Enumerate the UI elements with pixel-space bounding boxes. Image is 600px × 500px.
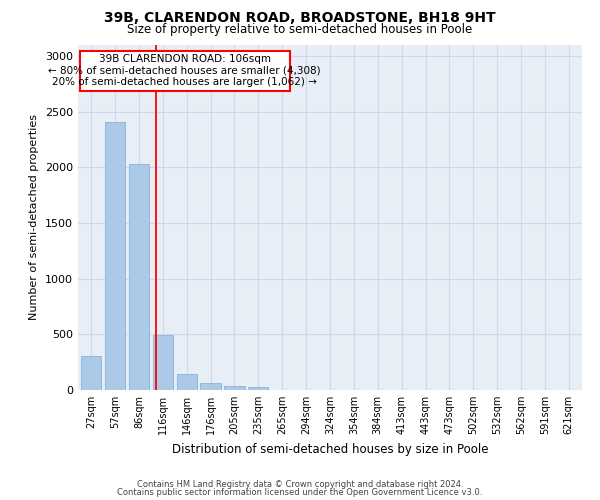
Bar (248, 386, 268, 390)
FancyBboxPatch shape (80, 50, 290, 90)
Bar (105, 122, 125, 390)
Bar (152, 335, 173, 390)
Text: Contains HM Land Registry data © Crown copyright and database right 2024.: Contains HM Land Registry data © Crown c… (137, 480, 463, 489)
Bar (129, 164, 149, 390)
Text: 39B CLARENDON ROAD: 106sqm: 39B CLARENDON ROAD: 106sqm (99, 54, 271, 64)
Bar (224, 386, 245, 390)
X-axis label: Distribution of semi-detached houses by size in Poole: Distribution of semi-detached houses by … (172, 442, 488, 456)
Text: Contains public sector information licensed under the Open Government Licence v3: Contains public sector information licen… (118, 488, 482, 497)
Text: 20% of semi-detached houses are larger (1,062) →: 20% of semi-detached houses are larger (… (52, 77, 317, 87)
Bar (200, 383, 221, 390)
Text: ← 80% of semi-detached houses are smaller (4,308): ← 80% of semi-detached houses are smalle… (49, 66, 321, 76)
Text: 39B, CLARENDON ROAD, BROADSTONE, BH18 9HT: 39B, CLARENDON ROAD, BROADSTONE, BH18 9H… (104, 11, 496, 25)
Bar (81, 356, 101, 390)
Text: Size of property relative to semi-detached houses in Poole: Size of property relative to semi-detach… (127, 22, 473, 36)
Y-axis label: Number of semi-detached properties: Number of semi-detached properties (29, 114, 40, 320)
Bar (176, 374, 197, 390)
